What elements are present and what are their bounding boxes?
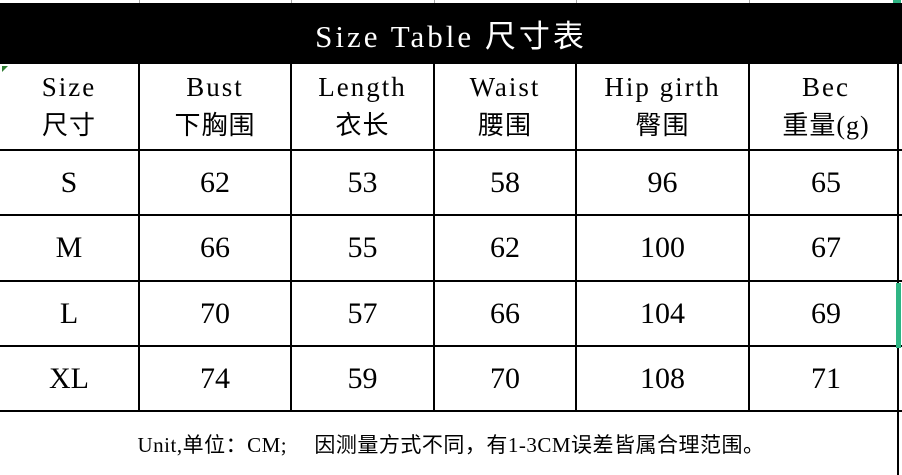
- table-row-xl: XL 74 59 70 108 71: [0, 347, 902, 412]
- table-cell: 66: [435, 282, 577, 347]
- table-row-l: L 70 57 66 104 69: [0, 282, 902, 347]
- column-header-en: Waist: [469, 72, 541, 103]
- column-header-en: Bust: [186, 72, 244, 103]
- table-cell: 58: [435, 151, 577, 216]
- table-cell: 55: [292, 216, 435, 282]
- table-right-border: [897, 64, 899, 475]
- size-label-cell: L: [0, 282, 140, 347]
- table-cell: 65: [750, 151, 902, 216]
- column-header-en: Bec: [802, 72, 850, 103]
- table-cell: 57: [292, 282, 435, 347]
- column-header-en: Hip girth: [604, 72, 721, 103]
- table-cell: 66: [140, 216, 292, 282]
- gridline-tick: [139, 0, 140, 3]
- size-table: Size 尺寸 Bust 下胸围 Length 衣长 Waist 腰围 Hip …: [0, 64, 902, 412]
- table-cell: 67: [750, 216, 902, 282]
- table-cell: 53: [292, 151, 435, 216]
- size-label-cell: XL: [0, 347, 140, 412]
- table-cell: 100: [577, 216, 750, 282]
- table-cell: 69: [750, 282, 902, 347]
- footer: Unit,单位：CM; 因测量方式不同，有1-3CM误差皆属合理范围。: [0, 412, 902, 475]
- gridline-tick: [576, 0, 577, 3]
- cell-error-flag-triangle: [2, 66, 8, 72]
- column-header-en: Length: [318, 72, 407, 103]
- page-title: Size Table 尺寸表: [315, 19, 587, 54]
- table-cell: 108: [577, 347, 750, 412]
- selection-corner-mark: [893, 0, 901, 3]
- table-cell: 74: [140, 347, 292, 412]
- title-bar: Size Table 尺寸表: [0, 3, 902, 64]
- gridline-tick: [291, 0, 292, 3]
- table-cell: 62: [435, 216, 577, 282]
- table-row-m: M 66 55 62 100 67: [0, 216, 902, 282]
- column-header-size: Size 尺寸: [0, 64, 140, 151]
- size-label-cell: S: [0, 151, 140, 216]
- column-header-zh: 重量(g): [782, 111, 870, 141]
- column-header-zh: 尺寸: [41, 111, 96, 141]
- column-header-zh: 腰围: [477, 111, 532, 141]
- column-header-zh: 下胸围: [174, 111, 256, 141]
- selection-handle: [896, 283, 901, 348]
- table-cell: 104: [577, 282, 750, 347]
- table-header-row: Size 尺寸 Bust 下胸围 Length 衣长 Waist 腰围 Hip …: [0, 64, 902, 151]
- table-cell: 70: [435, 347, 577, 412]
- column-header-en: Size: [41, 72, 97, 103]
- column-header-weight: Bec 重量(g): [750, 64, 902, 151]
- column-header-bust: Bust 下胸围: [140, 64, 292, 151]
- unit-note: Unit,单位：CM; 因测量方式不同，有1-3CM误差皆属合理范围。: [137, 432, 765, 457]
- column-header-waist: Waist 腰围: [435, 64, 577, 151]
- column-header-zh: 衣长: [335, 111, 390, 141]
- column-header-length: Length 衣长: [292, 64, 435, 151]
- gridline-tick: [434, 0, 435, 3]
- table-cell: 70: [140, 282, 292, 347]
- table-row-s: S 62 53 58 96 65: [0, 151, 902, 216]
- table-cell: 96: [577, 151, 750, 216]
- column-header-zh: 臀围: [635, 111, 690, 141]
- table-cell: 59: [292, 347, 435, 412]
- size-label-cell: M: [0, 216, 140, 282]
- gridline-tick: [749, 0, 750, 3]
- table-cell: 71: [750, 347, 902, 412]
- table-cell: 62: [140, 151, 292, 216]
- column-header-hip-girth: Hip girth 臀围: [577, 64, 750, 151]
